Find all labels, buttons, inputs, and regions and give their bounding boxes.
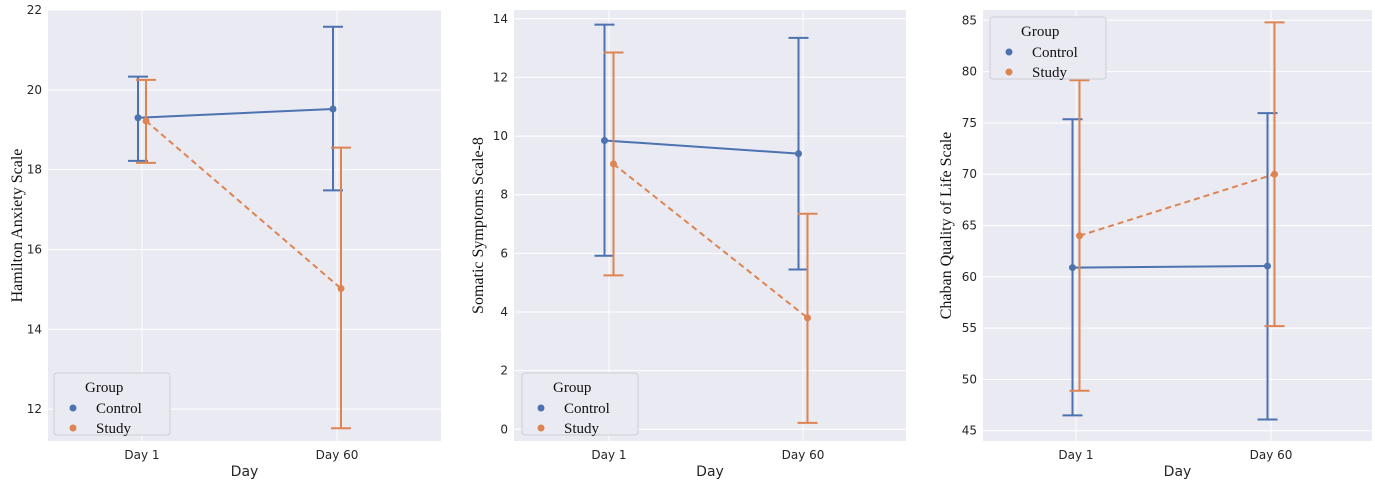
y-tick-label: 45 xyxy=(962,424,977,438)
legend-marker-control xyxy=(537,404,545,412)
plot-background xyxy=(48,10,441,441)
y-tick-label: 8 xyxy=(500,188,508,202)
legend-title: Group xyxy=(85,380,123,396)
y-tick-label: 14 xyxy=(493,12,508,26)
series-line xyxy=(612,163,809,319)
data-point xyxy=(1069,264,1076,272)
x-axis-title: Day xyxy=(1164,464,1192,480)
legend-box xyxy=(989,16,1107,80)
y-tick-label: 14 xyxy=(27,322,42,336)
legend: Group Control Study xyxy=(521,372,639,437)
series-line xyxy=(137,107,334,119)
legend: Group Control Study xyxy=(53,372,171,437)
legend-box xyxy=(521,372,639,436)
series-control xyxy=(1062,112,1278,421)
x-tick-label: Day 1 xyxy=(124,448,159,462)
x-tick-label: Day 60 xyxy=(782,448,825,462)
data-point xyxy=(610,160,617,168)
data-point xyxy=(329,105,337,113)
legend: Group Control Study xyxy=(989,16,1107,81)
plot-background xyxy=(514,10,906,441)
legend-label-study: Study xyxy=(96,421,132,437)
legend-label-study: Study xyxy=(1032,65,1068,81)
x-tick-label: Day 1 xyxy=(1058,448,1093,462)
y-tick-label: 85 xyxy=(962,13,977,27)
y-tick-label: 60 xyxy=(962,270,977,284)
y-tick-label: 0 xyxy=(500,422,508,436)
legend-marker-control xyxy=(1005,48,1013,56)
series-line xyxy=(145,120,342,290)
y-tick-label: 80 xyxy=(962,65,977,79)
series-line xyxy=(1079,173,1275,237)
legend-box xyxy=(53,372,171,436)
legend-marker-study xyxy=(537,424,545,432)
y-tick-label: 12 xyxy=(27,402,42,416)
data-point xyxy=(1076,232,1083,240)
chart-panel-1: 12 14 16 18 20 22 Day 1 Day 60 Day Hamilton Anxie… xyxy=(9,3,441,480)
data-point xyxy=(601,136,608,144)
y-tick-label: 22 xyxy=(27,3,42,17)
data-point xyxy=(804,314,811,322)
y-tick-label: 16 xyxy=(27,242,42,256)
x-axis-title: Day xyxy=(231,464,259,480)
y-tick-label: 65 xyxy=(962,219,977,233)
legend-label-control: Control xyxy=(564,401,610,417)
series-study xyxy=(1069,21,1285,392)
y-tick-label: 6 xyxy=(500,246,508,260)
x-tick-label: Day 60 xyxy=(316,448,359,462)
series-study xyxy=(136,78,351,430)
series-line xyxy=(1072,265,1268,269)
y-tick-label: 75 xyxy=(962,116,977,130)
data-point xyxy=(142,117,150,125)
data-point xyxy=(1264,262,1271,270)
series-control xyxy=(128,25,343,192)
series-control xyxy=(594,23,809,271)
y-tick-label: 50 xyxy=(962,372,977,386)
y-tick-label: 2 xyxy=(500,364,508,378)
data-point xyxy=(795,150,802,158)
legend-label-control: Control xyxy=(1032,45,1078,61)
y-tick-label: 55 xyxy=(962,321,977,335)
x-tick-label: Day 60 xyxy=(1250,448,1293,462)
legend-label-study: Study xyxy=(564,421,600,437)
legend-title: Group xyxy=(553,380,591,396)
legend-marker-study xyxy=(69,424,77,432)
data-point xyxy=(337,285,345,293)
legend-title: Group xyxy=(1021,24,1059,40)
legend-label-control: Control xyxy=(96,401,142,417)
legend-marker-study xyxy=(1005,68,1013,76)
series-study xyxy=(603,51,818,424)
y-tick-label: 4 xyxy=(500,305,508,319)
y-tick-label: 18 xyxy=(27,163,42,177)
data-point xyxy=(134,114,142,122)
y-tick-label: 20 xyxy=(27,83,42,97)
y-tick-label: 70 xyxy=(962,167,977,181)
y-tick-label: 12 xyxy=(493,70,508,84)
x-axis-title: Day xyxy=(696,464,724,480)
data-point xyxy=(1271,170,1278,178)
y-axis-title: Chaban Quality of Life Scale xyxy=(938,132,955,320)
series-line xyxy=(604,139,799,155)
chart-panel-3: 45 50 55 60 65 70 75 80 85 Day 1 Day 60 Day Chaban Q… xyxy=(938,10,1372,480)
y-axis-title: Hamilton Anxiety Scale xyxy=(9,149,26,303)
y-tick-label: 10 xyxy=(493,129,508,143)
chart-panel-2: 0 2 4 6 8 10 12 14 Day 1 Day 60 Day Somatic Symptom… xyxy=(470,10,906,480)
x-tick-label: Day 1 xyxy=(591,448,626,462)
y-axis-title: Somatic Symptoms Scale-8 xyxy=(470,137,487,314)
legend-marker-control xyxy=(69,404,77,412)
